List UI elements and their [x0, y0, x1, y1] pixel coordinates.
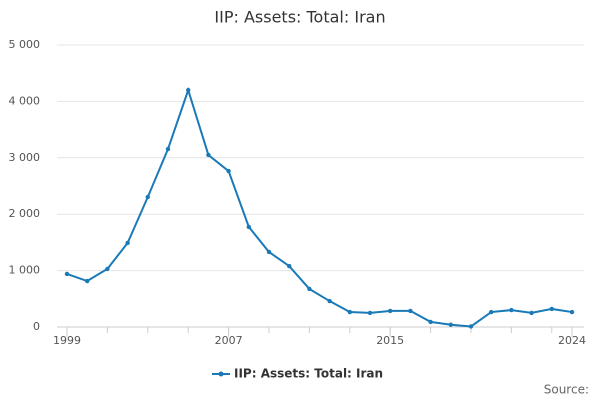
y-tick-label: 0 — [33, 320, 40, 333]
point — [105, 266, 110, 272]
y-tick-label: 2 000 — [9, 207, 41, 220]
legend-label: IIP: Assets: Total: Iran — [234, 367, 383, 381]
point — [266, 249, 272, 255]
point — [347, 309, 352, 315]
point — [165, 146, 171, 152]
point — [64, 271, 70, 277]
point — [489, 309, 494, 315]
y-tick-label: 3 000 — [9, 151, 41, 164]
point — [468, 324, 474, 329]
point — [448, 322, 453, 327]
point — [206, 152, 211, 158]
point — [408, 308, 413, 314]
y-tick-label: 5 000 — [9, 38, 41, 51]
point — [367, 310, 373, 316]
point — [307, 286, 312, 292]
point — [569, 309, 575, 315]
point — [85, 278, 90, 284]
point — [529, 310, 534, 316]
y-tick-label: 1 000 — [9, 264, 41, 277]
line — [66, 86, 573, 328]
point — [287, 263, 292, 269]
point — [125, 240, 130, 246]
point — [549, 306, 554, 312]
point — [246, 224, 251, 230]
point — [327, 298, 332, 304]
source: Source: — [544, 383, 589, 397]
legend-marker — [218, 371, 224, 377]
point — [388, 308, 393, 314]
x-tick-label: 2015 — [376, 334, 404, 347]
chart-title: IIP: Assets: Total: Iran — [214, 8, 385, 27]
point — [428, 319, 433, 325]
point — [509, 307, 514, 313]
point — [145, 194, 150, 200]
point — [226, 168, 231, 174]
x-tick-label: 2007 — [215, 334, 243, 347]
x-tick-label: 1999 — [53, 334, 81, 347]
y-tick-label: 4 000 — [9, 94, 41, 107]
x-tick-label: 2024 — [558, 334, 586, 347]
point — [186, 87, 191, 93]
